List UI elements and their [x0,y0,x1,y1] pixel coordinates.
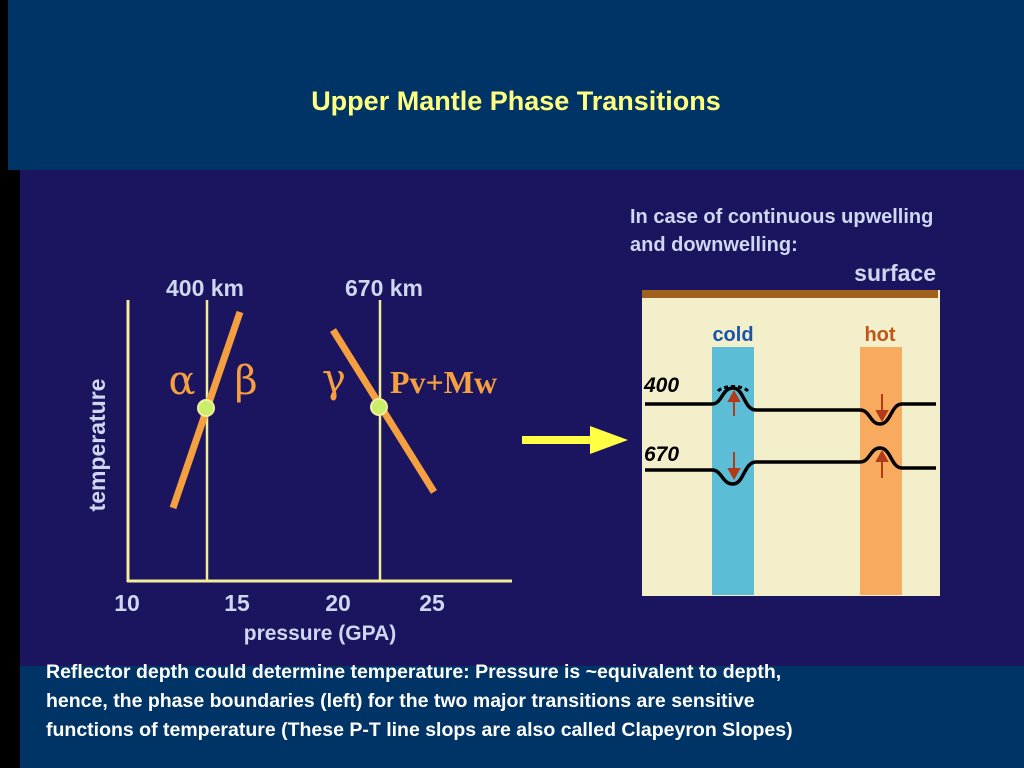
caption-line-3: functions of temperature (These P-T line… [46,719,793,741]
surface-band [642,290,938,298]
hot-label: hot [864,324,895,346]
x-tick-10: 10 [114,590,140,616]
caption-band [20,666,1024,768]
intersection-marker-400 [197,399,215,417]
discontinuity-400 [645,386,936,426]
caption: Reflector depth could determine temperat… [46,658,1024,745]
x-tick-20: 20 [325,590,351,616]
phase-gamma: γ [322,356,346,402]
intersection-marker-670 [370,398,388,416]
left-border [0,0,8,768]
phase-diagram: 400 km 670 km α β γ Pv+Mw temperature 10… [84,275,512,645]
phase-pv-mw: Pv+Mw [390,364,497,400]
upwelling-panel: In case of continuous upwelling and down… [630,206,940,596]
depth-label-400: 400 km [166,275,244,301]
x-tick-15: 15 [224,590,250,616]
phase-alpha: α [168,358,195,404]
x-tick-25: 25 [419,590,445,616]
caption-line-1: Reflector depth could determine temperat… [46,661,782,683]
surface-label: surface [854,260,936,286]
panel-heading-line2: and downwelling: [630,234,798,256]
caption-line-2: hence, the phase boundaries (left) for t… [46,690,755,712]
x-axis-label: pressure (GPA) [244,622,397,645]
discontinuity-670 [645,446,936,486]
panel-heading-line1: In case of continuous upwelling [630,206,933,228]
depth-670-label: 670 [644,443,679,466]
header-band: Upper Mantle Phase Transitions [8,0,1024,170]
right-arrow-icon [522,426,628,454]
depth-400-label: 400 [643,374,679,397]
phase-beta: β [234,358,257,404]
depth-label-670: 670 km [345,275,423,301]
y-axis-label: temperature [84,379,110,512]
page-title: Upper Mantle Phase Transitions [311,86,721,116]
cold-label: cold [712,324,753,346]
left-border-lower [8,170,20,768]
